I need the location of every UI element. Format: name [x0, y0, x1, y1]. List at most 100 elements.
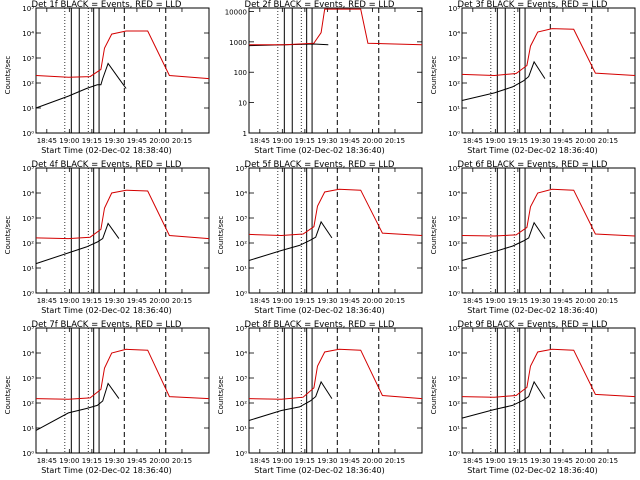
series-line-lld [461, 348, 636, 398]
series-line-events [35, 382, 120, 431]
y-tick-label: 10⁵ [448, 5, 460, 13]
panel-title: Det 5f BLACK = Events, RED = LLD [244, 160, 395, 170]
x-tick-label: 19:00 [485, 457, 505, 465]
plot-area: 18:45 19:00 19:15 19:30 19:45 20:00 20:15 10⁰ 10… [22, 165, 210, 305]
panel-det-1: 18:45 19:00 19:15 19:30 19:45 20:00 20:15 10⁰ 10… [0, 0, 213, 160]
plot-frame [35, 327, 210, 454]
series-line-events [461, 60, 546, 101]
x-tick-label: 18:45 [37, 457, 57, 465]
panel-title: Det 3f BLACK = Events, RED = LLD [457, 0, 608, 10]
panel-title: Det 7f BLACK = Events, RED = LLD [31, 320, 182, 330]
series-line-lld [461, 188, 636, 237]
x-tick-label: 19:15 [508, 297, 528, 305]
panel-det-6: 18:45 19:00 19:15 19:30 19:45 20:00 20:15 10⁰ 10… [426, 160, 639, 320]
x-tick-label: 19:00 [272, 297, 292, 305]
x-tick-label: 20:15 [598, 137, 618, 145]
plot-area: 18:45 19:00 19:15 19:30 19:45 20:00 20:15 10⁰ 10… [22, 5, 210, 145]
y-tick-label: 10⁰ [235, 290, 247, 298]
y-tick-label: 10¹ [235, 265, 247, 273]
y-tick-label: 10⁵ [22, 325, 34, 333]
plot-frame [461, 167, 636, 294]
plot-area: 18:45 19:00 19:15 19:30 19:45 20:00 20:15 1 10 10… [225, 7, 423, 145]
y-tick-label: 10⁴ [22, 190, 34, 198]
plot-area: 18:45 19:00 19:15 19:30 19:45 20:00 20:15 10⁰ 10… [448, 5, 636, 145]
plot-frame [461, 7, 636, 134]
plot-frame [35, 7, 210, 134]
y-tick-label: 10² [235, 240, 247, 248]
y-tick-label: 10⁴ [22, 30, 34, 38]
panel-det-7: 18:45 19:00 19:15 19:30 19:45 20:00 20:15 10⁰ 10… [0, 320, 213, 480]
series-line-events [35, 62, 127, 109]
y-axis-label: Counts/sec [217, 215, 225, 255]
y-tick-label: 10³ [448, 215, 460, 223]
y-tick-label: 10¹ [22, 265, 34, 273]
series-line-lld [248, 188, 423, 237]
x-tick-label: 20:00 [149, 137, 169, 145]
x-axis-label: Start Time (02-Dec-02 18:36:40) [467, 306, 598, 315]
y-tick-label: 1 [243, 130, 247, 138]
y-tick-label: 10⁴ [235, 350, 247, 358]
y-axis-label: Counts/sec [430, 215, 438, 255]
x-tick-label: 19:15 [508, 457, 528, 465]
x-tick-label: 20:00 [575, 457, 595, 465]
series-line-lld [35, 348, 210, 400]
y-tick-label: 10⁵ [22, 165, 34, 173]
x-tick-label: 18:45 [250, 457, 270, 465]
plot-area: 18:45 19:00 19:15 19:30 19:45 20:00 20:15 10⁰ 10… [235, 325, 423, 465]
plot-frame [248, 7, 423, 134]
x-tick-label: 19:30 [317, 457, 337, 465]
x-tick-label: 19:15 [82, 457, 102, 465]
x-tick-label: 20:00 [362, 457, 382, 465]
y-tick-label: 10000 [225, 8, 247, 16]
x-tick-label: 20:00 [362, 137, 382, 145]
x-tick-label: 20:15 [172, 297, 192, 305]
y-tick-label: 10¹ [448, 265, 460, 273]
x-tick-label: 18:45 [37, 137, 57, 145]
y-tick-label: 10² [235, 400, 247, 408]
x-tick-label: 19:45 [553, 457, 573, 465]
x-tick-label: 19:30 [104, 297, 124, 305]
x-tick-label: 19:45 [340, 457, 360, 465]
x-axis-label: Start Time (02-Dec-02 18:36:40) [41, 466, 172, 475]
plot-area: 18:45 19:00 19:15 19:30 19:45 20:00 20:15 10⁰ 10… [235, 165, 423, 305]
y-tick-label: 10⁴ [448, 30, 460, 38]
x-tick-label: 18:45 [463, 137, 483, 145]
y-axis-label: Counts/sec [430, 375, 438, 415]
x-tick-label: 18:45 [250, 137, 270, 145]
x-axis-label: Start Time (02-Dec-02 18:36:40) [254, 306, 385, 315]
x-tick-label: 19:00 [59, 457, 79, 465]
x-tick-label: 19:45 [127, 297, 147, 305]
y-tick-label: 1000 [229, 39, 247, 47]
x-tick-label: 20:00 [362, 297, 382, 305]
x-tick-label: 19:00 [59, 297, 79, 305]
panel-title: Det 4f BLACK = Events, RED = LLD [31, 160, 182, 170]
y-tick-label: 10³ [235, 375, 247, 383]
panel-det-8: 18:45 19:00 19:15 19:30 19:45 20:00 20:15 10⁰ 10… [213, 320, 426, 480]
y-tick-label: 10¹ [22, 105, 34, 113]
x-tick-label: 20:00 [575, 297, 595, 305]
x-tick-label: 20:00 [149, 297, 169, 305]
x-tick-label: 19:00 [485, 297, 505, 305]
x-tick-label: 19:45 [127, 457, 147, 465]
y-axis-label: Counts/sec [217, 375, 225, 415]
x-tick-label: 19:15 [295, 137, 315, 145]
y-tick-label: 100 [234, 69, 247, 77]
y-tick-label: 10⁰ [22, 450, 34, 458]
x-axis-label: Start Time (02-Dec-02 18:36:40) [467, 466, 598, 475]
y-axis-label: Counts/sec [430, 55, 438, 95]
panel-det-3: 18:45 19:00 19:15 19:30 19:45 20:00 20:15 10⁰ 10… [426, 0, 639, 160]
y-tick-label: 10⁵ [235, 165, 247, 173]
y-tick-label: 10² [22, 80, 34, 88]
x-tick-label: 19:30 [530, 137, 550, 145]
y-tick-label: 10¹ [235, 425, 247, 433]
series-line-events [461, 221, 546, 261]
x-tick-label: 20:15 [172, 457, 192, 465]
x-tick-label: 20:00 [149, 457, 169, 465]
panel-title: Det 9f BLACK = Events, RED = LLD [457, 320, 608, 330]
y-tick-label: 10⁰ [22, 290, 34, 298]
x-axis-label: Start Time (02-Dec-02 18:36:40) [254, 146, 385, 155]
x-tick-label: 20:15 [172, 137, 192, 145]
y-tick-label: 10⁰ [448, 130, 460, 138]
series-line-events [248, 220, 333, 261]
